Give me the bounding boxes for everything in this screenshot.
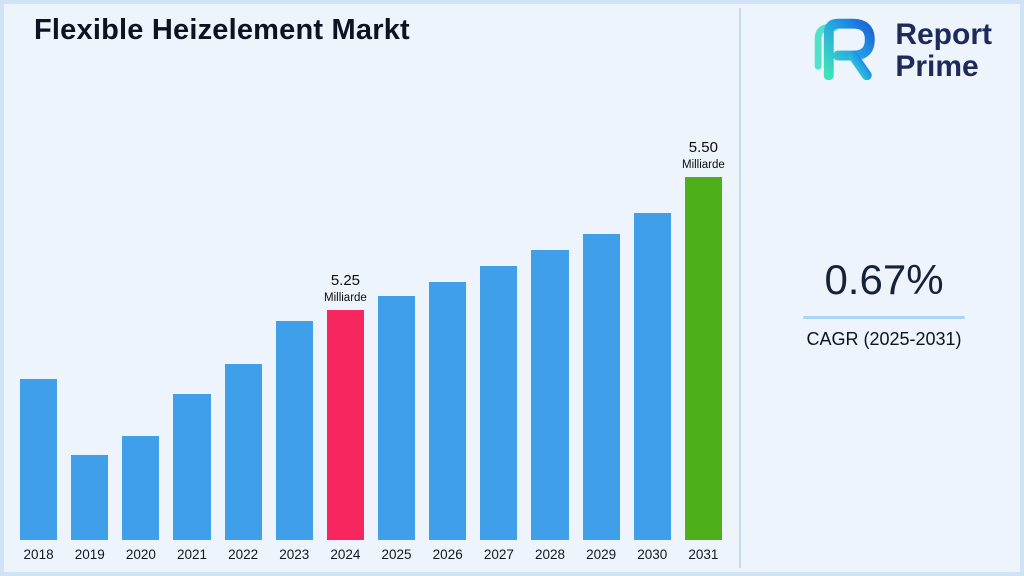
- chart-column-2029: 2029: [582, 234, 620, 564]
- chart-column-2031: 5.50 Milliarde 2031: [681, 138, 725, 564]
- report-prime-logo: Report Prime: [809, 16, 992, 85]
- bar-2027: [480, 266, 518, 540]
- x-axis-label-2018: 2018: [23, 547, 54, 562]
- x-axis-label-2020: 2020: [125, 547, 156, 562]
- vertical-divider: [739, 8, 741, 568]
- brand-text: Report Prime: [895, 18, 992, 83]
- brand-text-line2: Prime: [895, 49, 979, 83]
- x-axis-label-2029: 2029: [586, 547, 617, 562]
- brand-text-line1: Report: [895, 18, 992, 52]
- bar-2020: [122, 436, 160, 540]
- bar-2031: [684, 177, 722, 540]
- x-axis-label-2023: 2023: [279, 547, 310, 562]
- bar-2019: [71, 455, 109, 540]
- bar-2022: [224, 364, 262, 540]
- bar-2023: [275, 321, 313, 540]
- bar-2024: [326, 310, 364, 540]
- chart-column-2030: 2030: [633, 213, 671, 564]
- chart-column-2026: 2026: [429, 282, 467, 564]
- bar-2018: [20, 379, 58, 540]
- report-prime-logo-icon: [809, 16, 885, 85]
- bar-2028: [531, 250, 569, 540]
- page-title: Flexible Heizelement Markt: [34, 14, 410, 46]
- chart-column-2025: 2025: [377, 296, 416, 564]
- x-axis-label-2024: 2024: [330, 547, 361, 562]
- chart-column-2019: 2019: [71, 455, 109, 564]
- bar-2025: [377, 296, 416, 540]
- chart-column-2018: 2018: [20, 379, 58, 564]
- bar-2030: [633, 213, 671, 540]
- bar-data-label-2024: 5.25 Milliarde: [324, 271, 367, 304]
- chart-column-2028: 2028: [531, 250, 569, 564]
- bar-2029: [582, 234, 620, 540]
- x-axis-label-2026: 2026: [432, 547, 463, 562]
- cagr-underline: [803, 316, 965, 319]
- x-axis-label-2027: 2027: [483, 547, 514, 562]
- cagr-panel: 0.67% CAGR (2025-2031): [752, 256, 1016, 350]
- bar-2026: [429, 282, 467, 540]
- x-axis-label-2019: 2019: [74, 547, 105, 562]
- x-axis-label-2028: 2028: [534, 547, 565, 562]
- x-axis-label-2031: 2031: [688, 547, 719, 562]
- x-axis-label-2022: 2022: [228, 547, 259, 562]
- cagr-label: CAGR (2025-2031): [806, 329, 962, 349]
- chart-column-2023: 2023: [275, 321, 313, 564]
- chart-column-2020: 2020: [122, 436, 160, 564]
- chart-column-2021: 2021: [173, 394, 211, 564]
- chart-column-2024: 5.25 Milliarde 2024: [324, 271, 367, 564]
- bar-2021: [173, 394, 211, 540]
- bar-chart: 2018 2019 2020 2021 2022 2023 5.25 Milliarde 202…: [20, 132, 725, 564]
- x-axis-label-2025: 2025: [381, 547, 412, 562]
- bar-data-label-2031: 5.50 Milliarde: [681, 138, 725, 171]
- chart-column-2022: 2022: [224, 364, 262, 564]
- x-axis-label-2021: 2021: [176, 547, 208, 562]
- x-axis-label-2030: 2030: [637, 547, 668, 562]
- chart-column-2027: 2027: [480, 266, 518, 564]
- cagr-value: 0.67%: [824, 256, 944, 303]
